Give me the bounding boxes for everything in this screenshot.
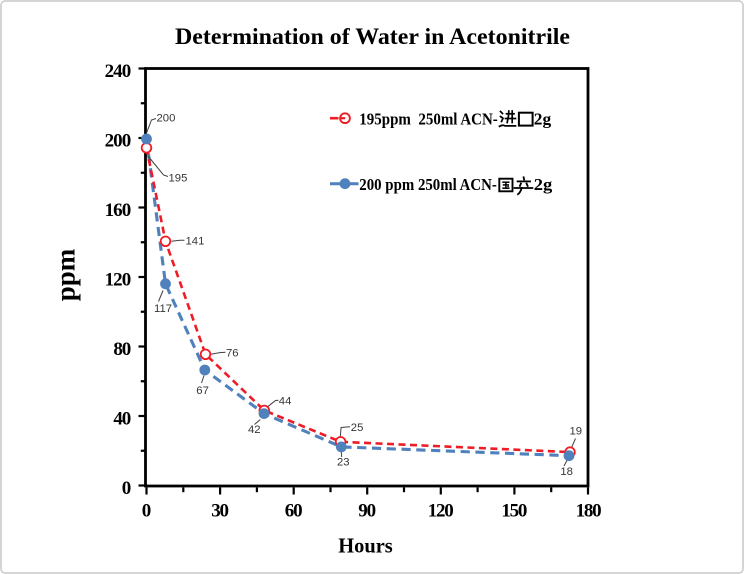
svg-text:195: 195 [169,172,188,184]
svg-text:18: 18 [560,466,573,478]
svg-text:141: 141 [186,236,205,248]
svg-text:0: 0 [142,500,152,521]
svg-text:Hours: Hours [338,533,393,557]
svg-text:76: 76 [226,348,239,360]
svg-text:23: 23 [337,456,350,468]
svg-text:40: 40 [113,409,131,430]
svg-text:30: 30 [211,500,229,521]
svg-text:42: 42 [248,424,261,436]
svg-text:160: 160 [105,200,132,221]
svg-text:240: 240 [105,61,132,82]
svg-text:2g: 2g [534,175,553,194]
svg-text:19: 19 [570,426,583,438]
svg-text:25: 25 [351,422,364,434]
svg-text:90: 90 [358,500,376,521]
svg-text:117: 117 [154,303,172,315]
svg-text:120: 120 [105,270,132,291]
svg-text:195ppm 250ml ACN-: 195ppm 250ml ACN- [359,109,498,128]
svg-text:60: 60 [285,500,303,521]
svg-text:Determination of Water in Acet: Determination of Water in Acetonitrile [175,24,570,50]
svg-text:2g: 2g [534,109,552,128]
svg-text:67: 67 [196,385,209,397]
svg-text:ppm: ppm [51,248,81,301]
svg-text:150: 150 [501,500,527,521]
svg-text:200: 200 [105,131,132,152]
svg-text:120: 120 [428,500,454,521]
svg-text:180: 180 [576,500,602,521]
svg-text:200: 200 [157,112,176,124]
svg-text:0: 0 [122,478,132,499]
svg-text:44: 44 [279,396,292,408]
svg-text:80: 80 [113,339,131,360]
svg-text:200 ppm 250ml ACN-: 200 ppm 250ml ACN- [359,175,497,194]
